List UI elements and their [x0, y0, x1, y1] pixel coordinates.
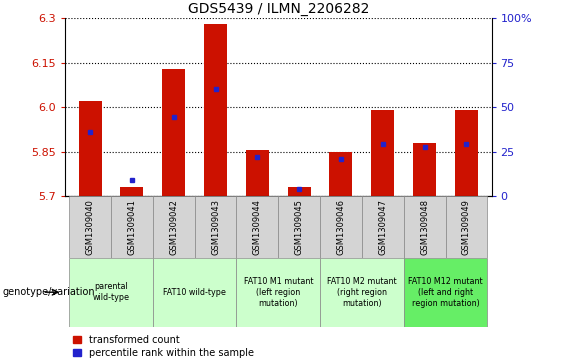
- Text: GSM1309044: GSM1309044: [253, 199, 262, 255]
- Text: GSM1309048: GSM1309048: [420, 199, 429, 255]
- Legend: transformed count, percentile rank within the sample: transformed count, percentile rank withi…: [73, 335, 254, 358]
- Text: GSM1309042: GSM1309042: [169, 199, 178, 255]
- Bar: [320, 196, 362, 258]
- Bar: [413, 143, 436, 196]
- Bar: [362, 196, 404, 258]
- Text: GSM1309045: GSM1309045: [295, 199, 303, 255]
- Bar: [329, 152, 353, 196]
- Bar: [69, 196, 111, 258]
- Bar: [236, 196, 279, 258]
- Bar: [404, 258, 488, 327]
- Text: GSM1309043: GSM1309043: [211, 199, 220, 255]
- Bar: [246, 150, 269, 196]
- Bar: [446, 196, 488, 258]
- Bar: [111, 196, 153, 258]
- Bar: [194, 196, 236, 258]
- Text: FAT10 M2 mutant
(right region
mutation): FAT10 M2 mutant (right region mutation): [327, 277, 397, 308]
- Text: GSM1309049: GSM1309049: [462, 199, 471, 255]
- Bar: [455, 110, 478, 196]
- Bar: [153, 258, 236, 327]
- Text: genotype/variation: genotype/variation: [3, 287, 95, 297]
- Text: FAT10 M12 mutant
(left and right
region mutation): FAT10 M12 mutant (left and right region …: [408, 277, 483, 308]
- Bar: [288, 187, 311, 196]
- Text: GSM1309046: GSM1309046: [337, 199, 345, 255]
- Bar: [279, 196, 320, 258]
- Bar: [120, 187, 144, 196]
- Text: GSM1309041: GSM1309041: [127, 199, 136, 255]
- Bar: [79, 101, 102, 196]
- Text: parental
wild-type: parental wild-type: [93, 282, 129, 302]
- Bar: [371, 110, 394, 196]
- Text: FAT10 M1 mutant
(left region
mutation): FAT10 M1 mutant (left region mutation): [244, 277, 313, 308]
- Bar: [153, 196, 194, 258]
- Text: FAT10 wild-type: FAT10 wild-type: [163, 288, 226, 297]
- Bar: [404, 196, 446, 258]
- Bar: [236, 258, 320, 327]
- Text: GSM1309047: GSM1309047: [379, 199, 388, 255]
- Bar: [162, 69, 185, 196]
- Bar: [320, 258, 404, 327]
- Title: GDS5439 / ILMN_2206282: GDS5439 / ILMN_2206282: [188, 2, 369, 16]
- Text: GSM1309040: GSM1309040: [85, 199, 94, 255]
- Bar: [204, 24, 227, 196]
- Bar: [69, 258, 153, 327]
